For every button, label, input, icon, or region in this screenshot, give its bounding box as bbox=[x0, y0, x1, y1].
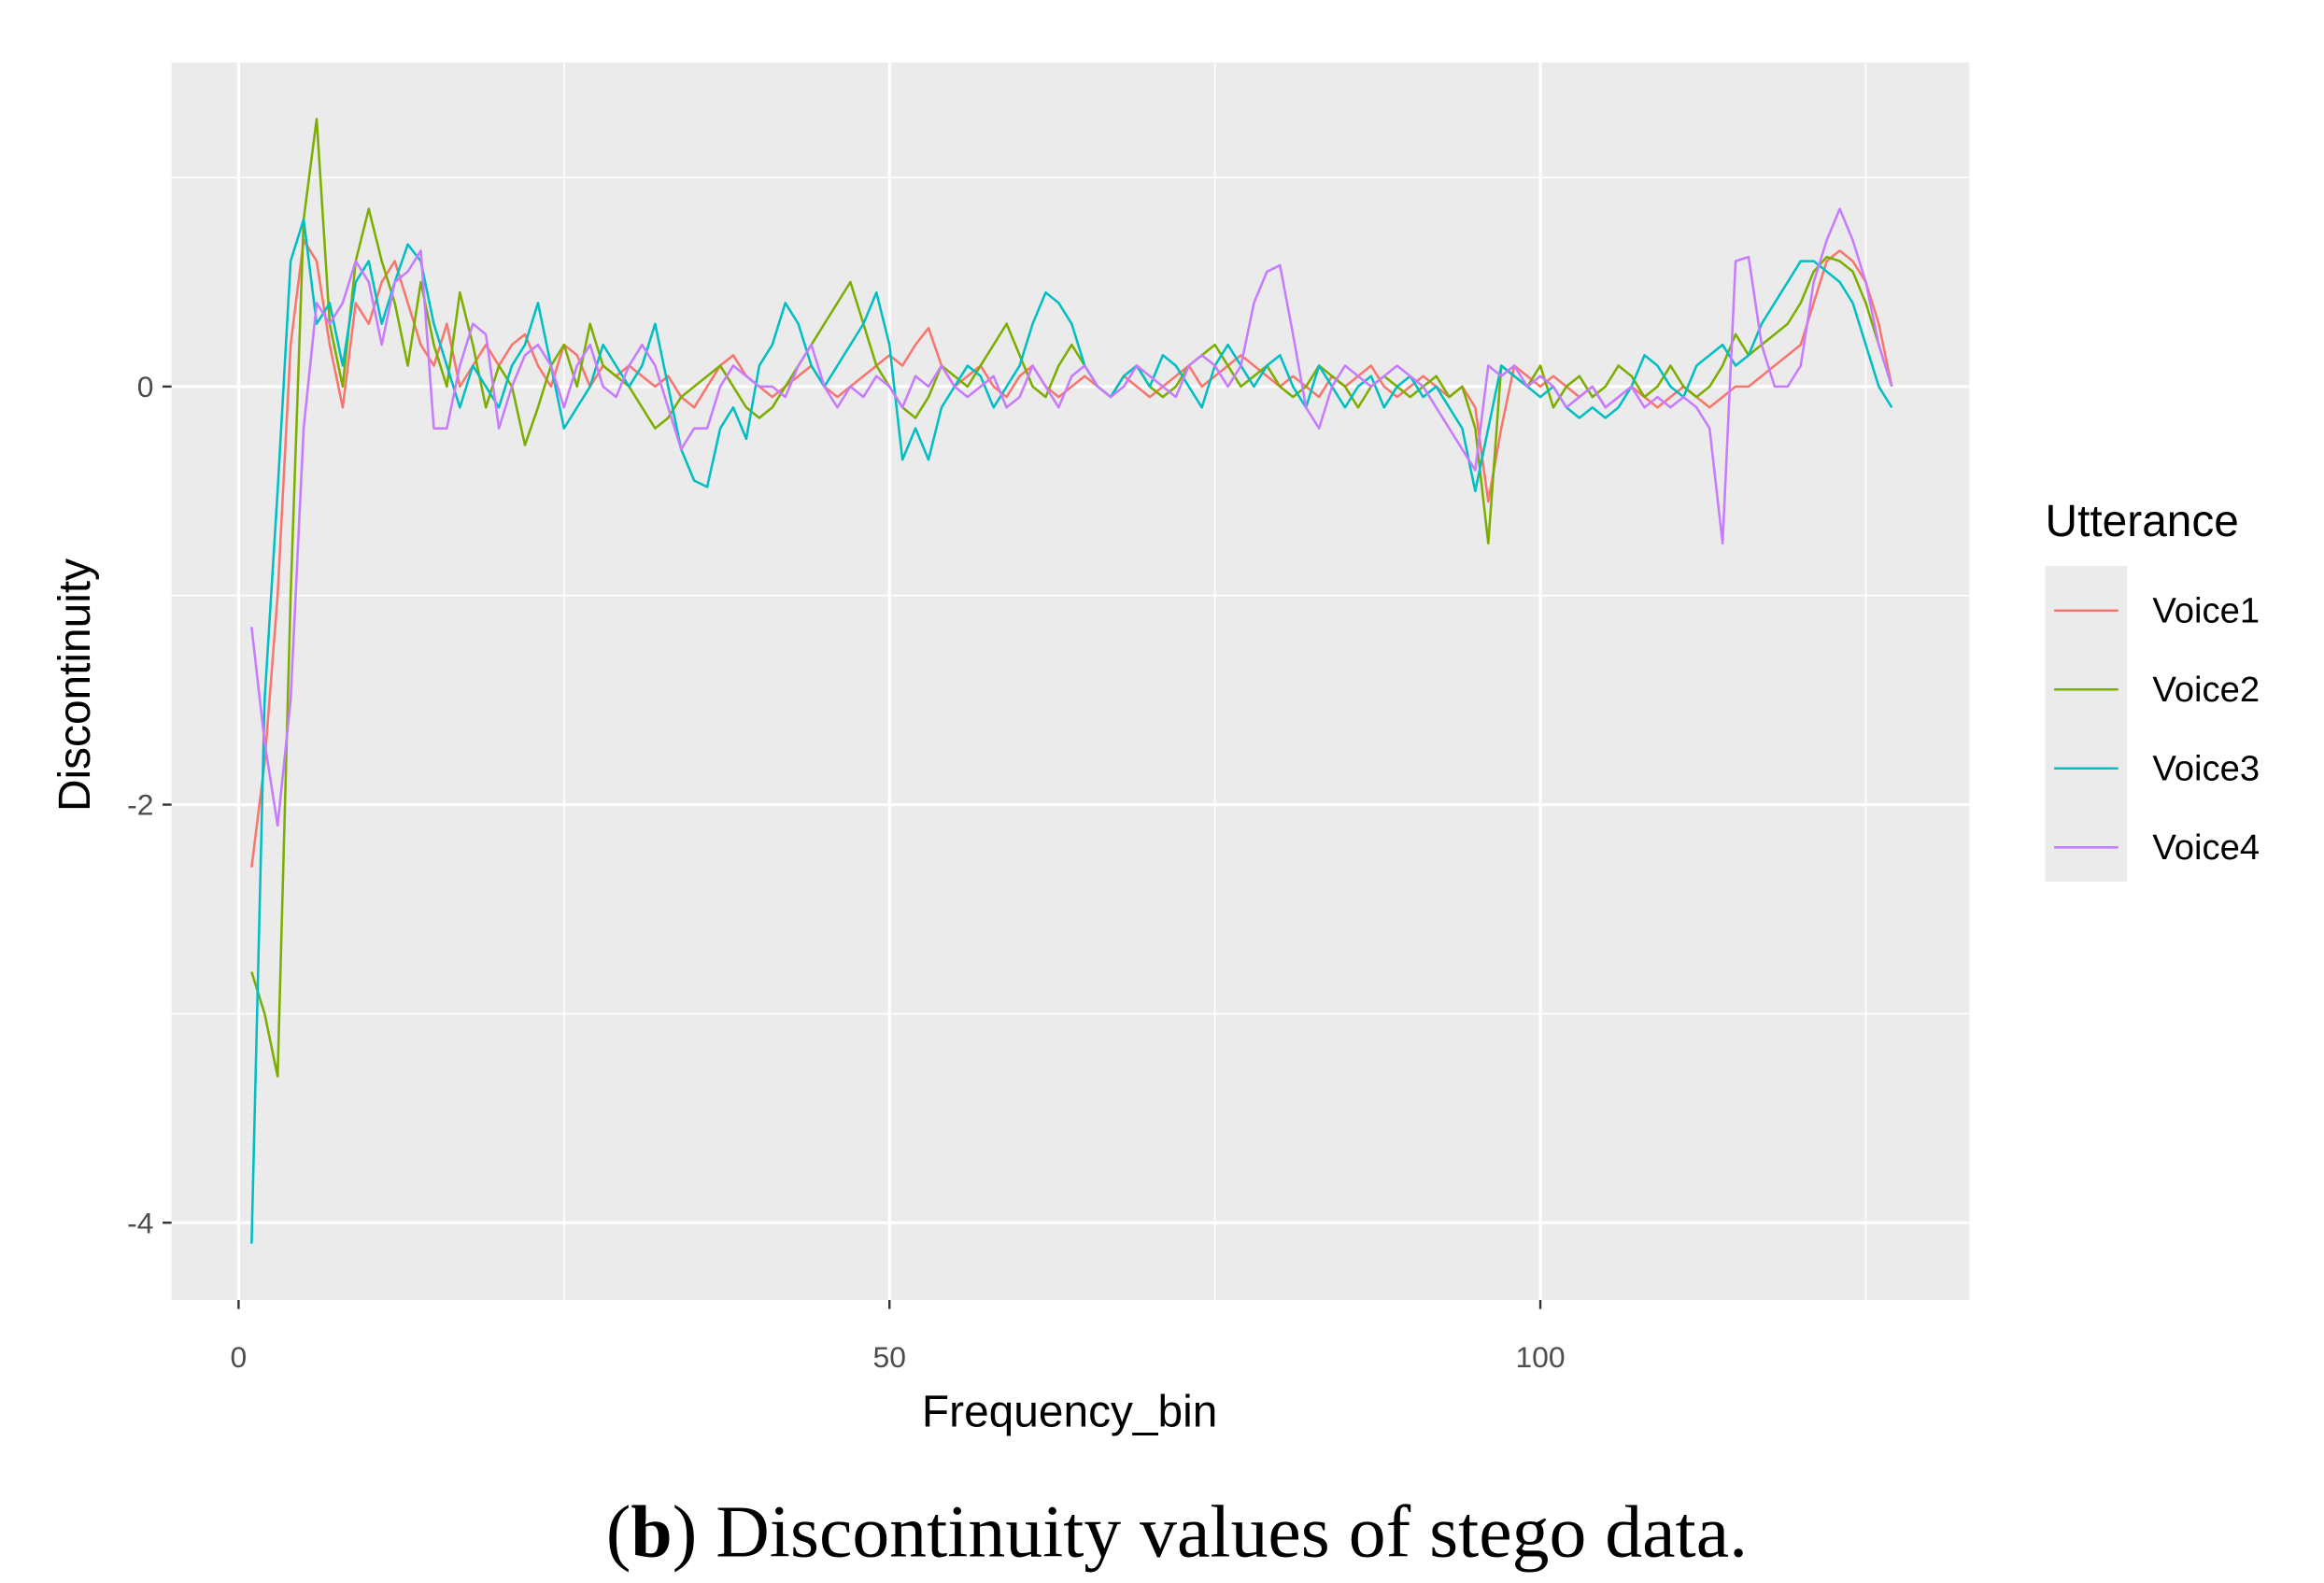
caption: (b) Discontinuity values of stego data. bbox=[606, 1491, 1748, 1573]
legend-label: Voice2 bbox=[2152, 670, 2260, 710]
legend-key-background bbox=[2045, 565, 2128, 882]
x-tick-label: 0 bbox=[231, 1340, 248, 1374]
x-tick-label: 50 bbox=[872, 1340, 905, 1374]
legend-title: Utterance bbox=[2046, 497, 2239, 546]
series-line bbox=[250, 218, 1893, 1244]
x-axis-title: Frequency_bin bbox=[922, 1388, 1217, 1437]
y-axis-title: Discontinuity bbox=[50, 558, 100, 812]
x-tick-label: 100 bbox=[1515, 1340, 1565, 1374]
y-tick-label: -2 bbox=[127, 788, 153, 822]
caption-part: ( bbox=[606, 1491, 631, 1573]
y-tick-label: 0 bbox=[137, 370, 154, 403]
plot-panel bbox=[171, 62, 1970, 1301]
series-line bbox=[250, 207, 1893, 827]
caption-part: ) Discontinuity values of stego data. bbox=[673, 1491, 1748, 1573]
y-tick-label: -4 bbox=[127, 1206, 153, 1239]
legend-label: Voice1 bbox=[2152, 591, 2260, 631]
series-line bbox=[250, 118, 1893, 1078]
caption-label: b bbox=[631, 1491, 672, 1573]
legend-label: Voice4 bbox=[2152, 827, 2260, 868]
legend-label: Voice3 bbox=[2152, 749, 2260, 789]
